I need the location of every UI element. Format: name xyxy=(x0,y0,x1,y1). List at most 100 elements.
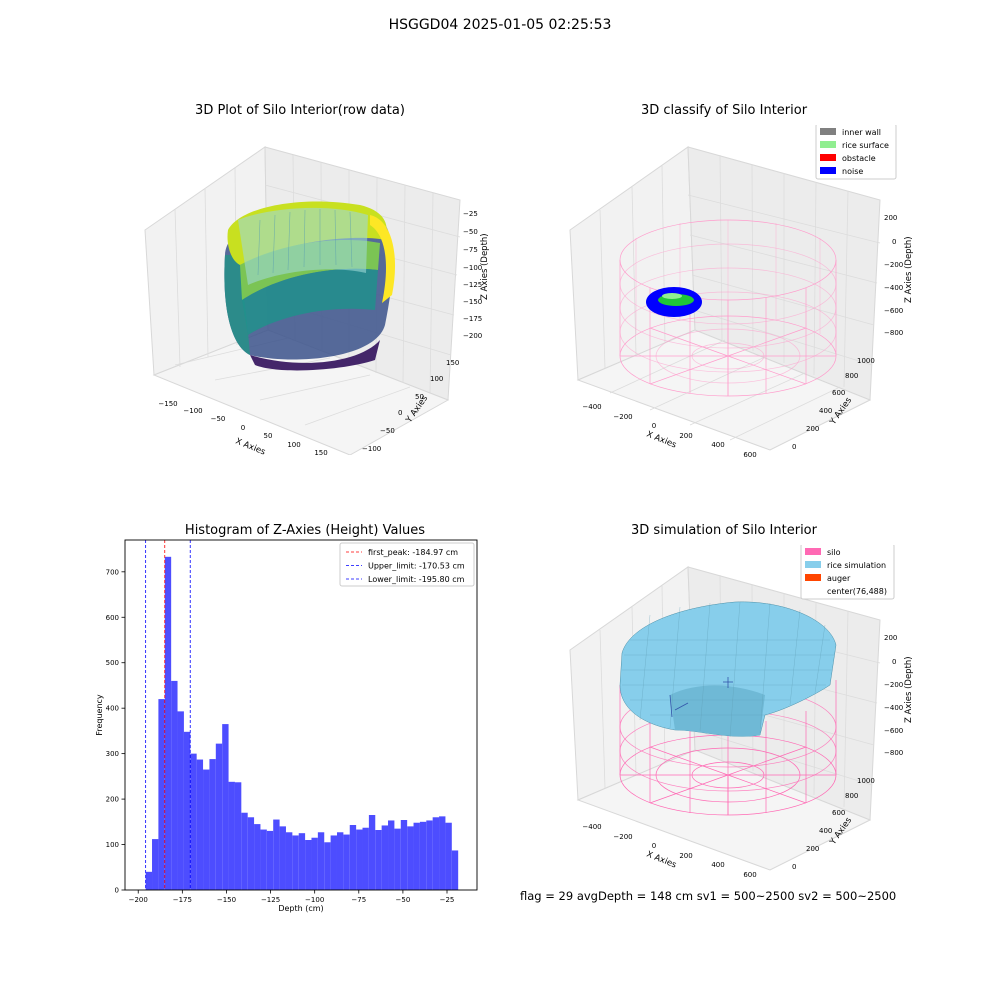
histogram-bar xyxy=(279,826,286,890)
legend-label: obstacle xyxy=(842,154,876,163)
classify-y-tick: 0 xyxy=(792,443,796,451)
x-tick-label: −125 xyxy=(261,896,280,904)
classify-z-tick: −600 xyxy=(884,307,903,315)
panel-title-simulation: 3D simulation of Silo Interior xyxy=(631,523,817,538)
classify-y-tick: 1000 xyxy=(857,357,875,365)
raw-y-tick: −100 xyxy=(362,445,381,453)
histogram-bar xyxy=(375,830,382,890)
legend-swatch xyxy=(820,141,836,148)
simulation-legend: silo rice simulation auger center(76,488… xyxy=(800,545,895,600)
histogram-bar xyxy=(203,769,210,890)
legend-swatch xyxy=(820,154,836,161)
simulation-x-ticks: −400 −200 0 200 400 600 xyxy=(582,823,756,879)
y-tick-label: 500 xyxy=(106,659,119,667)
simulation-3d-plot: silo rice simulation auger center(76,488… xyxy=(569,545,914,879)
y-tick-label: 300 xyxy=(106,750,119,758)
histogram-bar xyxy=(215,743,223,890)
histogram-bar xyxy=(394,828,401,890)
histogram-bars xyxy=(145,556,459,890)
raw-y-tick: −50 xyxy=(380,427,395,435)
legend-label: noise xyxy=(842,167,863,176)
histogram-bar xyxy=(254,824,261,890)
histogram-bar xyxy=(317,832,325,890)
panel-title-classify: 3D classify of Silo Interior xyxy=(640,103,808,118)
y-tick-label: 0 xyxy=(115,887,119,895)
histogram-bar xyxy=(222,724,229,890)
histogram-title: Histogram of Z-Axies (Height) Values xyxy=(184,523,426,538)
classify-x-label: X Axies xyxy=(645,430,678,451)
raw-z-ticks: −25 −50 −75 −100 −125 −150 −175 −200 xyxy=(463,210,482,340)
histogram-bar xyxy=(298,833,306,890)
simulation-x-label: X Axies xyxy=(645,850,678,871)
raw-y-tick: 0 xyxy=(398,409,402,417)
classify-x-ticks: −400 −200 0 200 400 600 xyxy=(582,403,756,459)
status-footer: flag = 29 avgDepth = 148 cm sv1 = 500~25… xyxy=(520,889,897,903)
simulation-z-tick: −800 xyxy=(884,749,903,757)
simulation-rice-surface xyxy=(619,601,837,738)
histogram-bar xyxy=(164,556,172,890)
raw-z-tick: −75 xyxy=(463,246,478,254)
histogram-bar xyxy=(349,825,357,890)
legend-swatch xyxy=(820,167,836,174)
raw-x-label: X Axies xyxy=(234,437,267,455)
legend-swatch xyxy=(820,128,836,135)
histogram-bar xyxy=(266,830,274,890)
simulation-y-tick: 1000 xyxy=(857,777,875,785)
raw-y-tick: 50 xyxy=(415,393,424,401)
classify-y-tick: 200 xyxy=(806,425,819,433)
classify-x-tick: −200 xyxy=(613,413,632,421)
histogram-bar xyxy=(247,817,255,890)
classify-z-tick: −400 xyxy=(884,284,903,292)
histogram-bar xyxy=(234,782,242,890)
histogram-bar xyxy=(336,832,344,890)
raw-x-tick: 100 xyxy=(287,441,300,449)
simulation-y-tick: 400 xyxy=(819,827,832,835)
histogram-bar xyxy=(305,840,312,890)
simulation-z-label: Z Axies (Depth) xyxy=(904,656,914,723)
histogram-axes-frame xyxy=(124,539,478,891)
x-tick-label: −175 xyxy=(173,896,192,904)
histogram-bar xyxy=(343,834,350,890)
classify-z-tick: −800 xyxy=(884,329,903,337)
legend-swatch xyxy=(805,561,821,568)
histogram-bar xyxy=(228,781,235,890)
classify-x-tick: 0 xyxy=(652,422,656,430)
simulation-x-tick: −200 xyxy=(613,833,632,841)
y-tick-label: 200 xyxy=(106,796,119,804)
histogram-bar xyxy=(273,819,280,890)
legend-label: first_peak: -184.97 cm xyxy=(368,548,458,557)
classify-x-tick: 600 xyxy=(743,451,756,459)
simulation-y-tick: 200 xyxy=(806,845,819,853)
simulation-x-tick: 0 xyxy=(652,842,656,850)
x-tick-label: −25 xyxy=(440,896,455,904)
simulation-x-tick: 200 xyxy=(679,852,692,860)
x-tick-label: −50 xyxy=(396,896,411,904)
simulation-y-ticks: 0 200 400 600 800 1000 xyxy=(792,777,875,871)
raw-z-tick: −150 xyxy=(463,298,482,306)
legend-swatch xyxy=(805,548,821,555)
histogram-bar xyxy=(241,812,248,890)
histogram-bar xyxy=(171,680,178,890)
raw-point-cloud xyxy=(224,201,396,371)
simulation-y-tick: 0 xyxy=(792,863,796,871)
simulation-y-tick: 600 xyxy=(832,809,845,817)
histogram-bar xyxy=(177,711,184,890)
x-tick-label: −150 xyxy=(217,896,236,904)
simulation-z-ticks: 200 0 −200 −400 −600 −800 xyxy=(884,634,903,757)
histogram-bar xyxy=(311,837,318,890)
histogram-bar xyxy=(324,842,331,890)
y-tick-label: 700 xyxy=(106,568,119,576)
simulation-z-tick: −400 xyxy=(884,704,903,712)
classify-z-tick: 200 xyxy=(884,214,897,222)
histogram-bar xyxy=(356,829,363,890)
classify-3d-panes xyxy=(569,146,881,451)
legend-label: inner wall xyxy=(842,128,881,137)
raw-z-tick: −175 xyxy=(463,315,482,323)
classify-z-label: Z Axies (Depth) xyxy=(904,236,914,303)
x-tick-label: −200 xyxy=(129,896,148,904)
classify-y-tick: 600 xyxy=(832,389,845,397)
histogram-bar xyxy=(413,822,420,890)
simulation-x-tick: −400 xyxy=(582,823,601,831)
figure-title: HSGGD04 2025-01-05 02:25:53 xyxy=(388,17,612,33)
histogram-bar xyxy=(432,817,440,890)
